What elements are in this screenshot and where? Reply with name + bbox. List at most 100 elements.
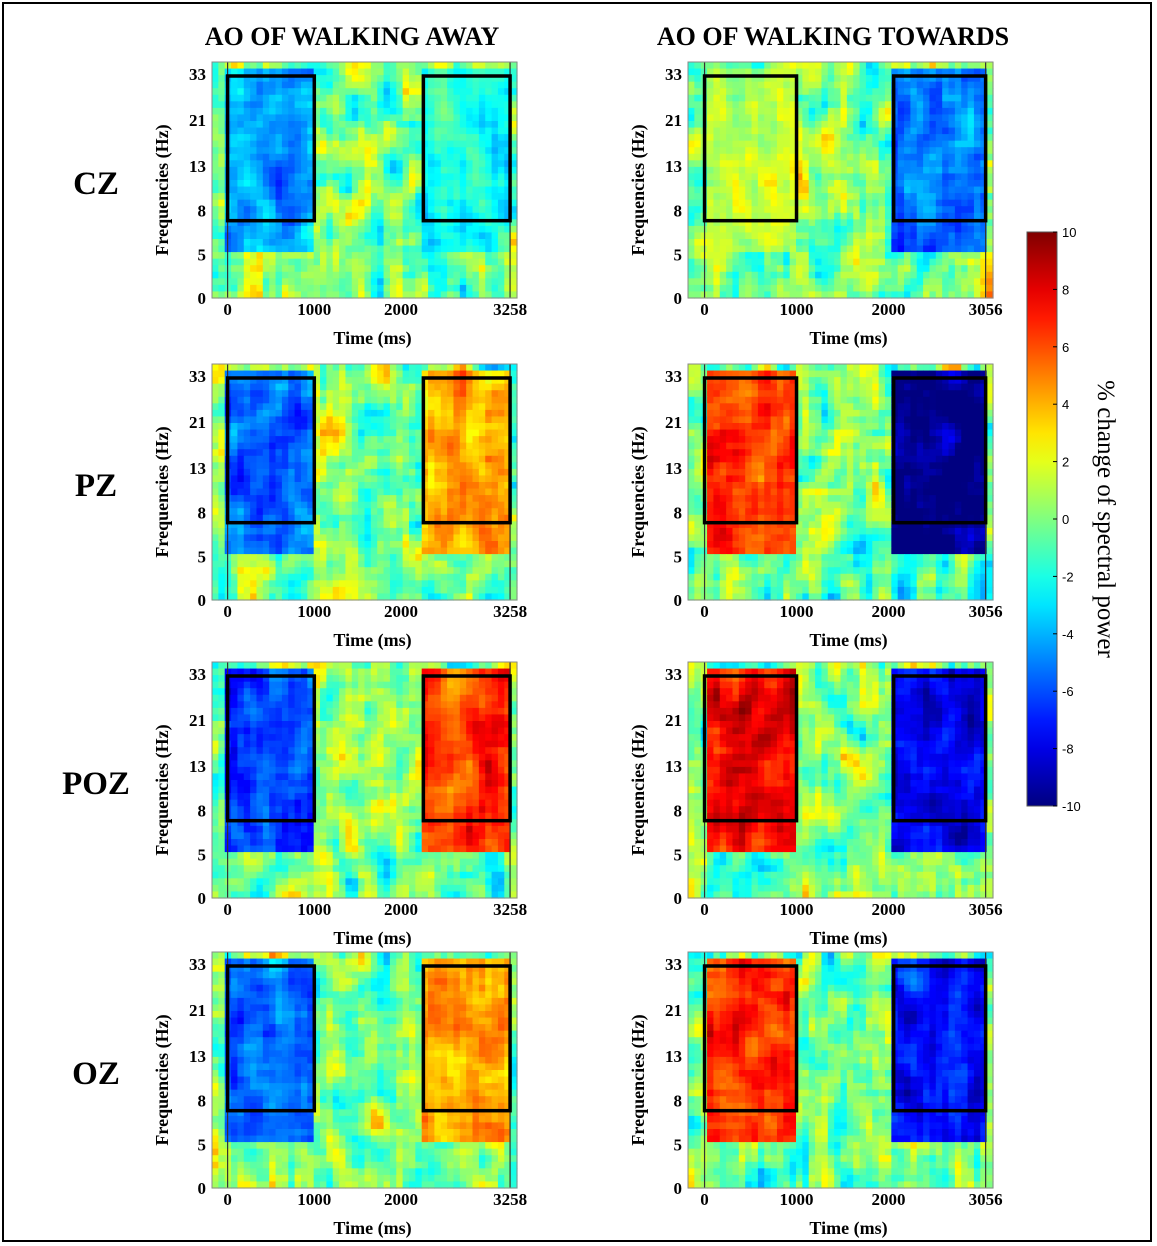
heatmap-cell xyxy=(351,206,359,214)
heatmap-cell xyxy=(942,265,950,273)
heatmap-cell xyxy=(256,121,264,129)
heatmap-cell xyxy=(237,186,245,194)
heatmap-cell xyxy=(707,81,715,89)
heatmap-cell xyxy=(916,193,924,201)
heatmap-cell xyxy=(840,134,848,142)
heatmap-cell xyxy=(281,370,289,378)
heatmap-cell xyxy=(904,265,911,273)
heatmap-cell xyxy=(358,199,366,207)
heatmap-cell xyxy=(339,186,347,194)
heatmap-cell xyxy=(707,193,715,201)
heatmap-cell xyxy=(865,180,873,188)
heatmap-cell xyxy=(237,101,245,109)
heatmap-cell xyxy=(440,409,448,418)
heatmap-cell xyxy=(694,68,702,76)
heatmap-cell xyxy=(802,114,810,122)
heatmap-cell xyxy=(243,252,251,260)
heatmap-cell xyxy=(827,212,835,220)
heatmap-cell xyxy=(294,180,302,188)
heatmap-cell xyxy=(262,225,270,234)
heatmap-cell xyxy=(275,383,283,391)
heatmap-cell xyxy=(815,173,823,181)
heatmap-cell xyxy=(358,370,366,378)
heatmap-cell xyxy=(485,147,493,155)
heatmap-cell xyxy=(986,107,994,116)
heatmap-cell xyxy=(332,370,340,378)
heatmap-cell xyxy=(802,62,810,70)
heatmap-cell xyxy=(466,501,474,509)
heatmap-cell xyxy=(326,114,334,122)
heatmap-cell xyxy=(281,409,289,418)
heatmap-cell xyxy=(910,199,918,207)
heatmap-cell xyxy=(218,488,226,496)
heatmap-cell xyxy=(421,81,429,89)
heatmap-cell xyxy=(459,153,467,161)
heatmap-cell xyxy=(294,75,302,83)
heatmap-cell xyxy=(231,147,239,155)
heatmap-cell xyxy=(364,462,372,470)
heatmap-cell xyxy=(256,284,264,293)
heatmap-cell xyxy=(491,468,499,477)
heatmap-cell xyxy=(986,127,994,135)
heatmap-cell xyxy=(440,239,448,247)
heatmap-cell xyxy=(428,121,435,129)
heatmap-cell xyxy=(275,121,283,129)
heatmap-cell xyxy=(478,442,486,450)
heatmap-cell xyxy=(218,101,226,109)
heatmap-cell xyxy=(300,554,308,562)
heatmap-cell xyxy=(339,462,347,470)
heatmap-cell xyxy=(948,271,956,279)
heatmap-cell xyxy=(447,193,455,201)
heatmap-cell xyxy=(770,153,778,161)
heatmap-cell xyxy=(345,527,353,536)
heatmap-cell xyxy=(415,291,423,299)
heatmap-cell xyxy=(897,199,905,207)
heatmap-cell xyxy=(757,180,765,188)
heatmap-cell xyxy=(770,239,778,247)
heatmap-cell xyxy=(415,442,423,450)
heatmap-cell xyxy=(269,81,277,89)
heatmap-cell xyxy=(345,134,353,142)
heatmap-cell xyxy=(840,68,848,76)
heatmap-cell xyxy=(339,495,347,503)
heatmap-cell xyxy=(402,547,410,555)
heatmap-cell xyxy=(827,199,835,207)
heatmap-cell xyxy=(294,140,302,148)
heatmap-cell xyxy=(256,291,264,299)
heatmap-cell xyxy=(269,567,277,575)
heatmap-cell xyxy=(973,166,981,175)
heatmap-cell xyxy=(218,219,226,227)
heatmap-cell xyxy=(370,94,378,102)
heatmap-cell xyxy=(694,239,702,247)
heatmap-cell xyxy=(262,107,270,116)
heatmap-cell xyxy=(783,232,791,240)
heatmap-cell xyxy=(358,416,366,424)
heatmap-cell xyxy=(815,160,823,168)
heatmap-cell xyxy=(694,219,702,227)
heatmap-cell xyxy=(332,101,340,109)
heatmap-cell xyxy=(770,75,778,83)
heatmap-cell xyxy=(726,75,734,83)
heatmap-cell xyxy=(815,232,823,240)
heatmap-cell xyxy=(389,199,397,207)
heatmap-cell xyxy=(262,409,270,418)
heatmap-cell xyxy=(942,114,950,122)
heatmap-cell xyxy=(916,239,924,247)
heatmap-cell xyxy=(243,62,251,70)
heatmap-cell xyxy=(961,212,969,220)
heatmap-cell xyxy=(453,534,461,542)
heatmap-cell xyxy=(415,107,423,116)
heatmap-cell xyxy=(231,436,239,444)
heatmap-cell xyxy=(332,114,340,122)
heatmap-cell xyxy=(485,495,493,503)
heatmap-cell xyxy=(351,501,359,509)
heatmap-cell xyxy=(466,101,474,109)
heatmap-cell xyxy=(294,429,302,437)
heatmap-cell xyxy=(243,527,251,536)
heatmap-cell xyxy=(218,554,226,562)
heatmap-cell xyxy=(300,101,308,109)
heatmap-cell xyxy=(358,403,366,411)
heatmap-cell xyxy=(986,284,994,293)
heatmap-cell xyxy=(485,501,493,509)
heatmap-cell xyxy=(250,508,258,516)
